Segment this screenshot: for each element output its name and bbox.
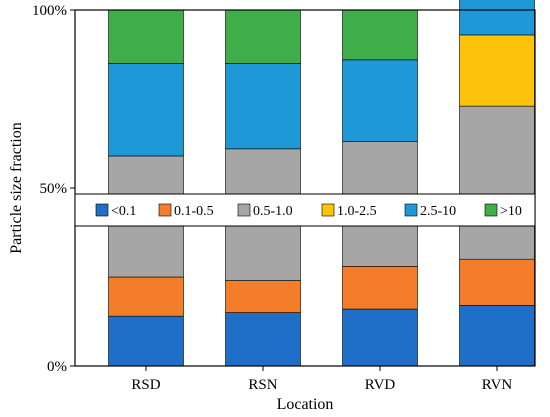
legend-swatch [404,203,418,217]
bar-rvd-series-0 [342,308,418,367]
bar-rsn-series-0 [225,312,301,367]
legend-box [74,193,536,227]
bar-rvn-series-4 [459,0,535,36]
bar-rsd-series-5 [108,9,184,64]
legend-swatch [321,203,335,217]
y-tick-label: 50% [40,181,68,197]
bar-rsn-series-5 [225,9,301,64]
legend-label: 0.5-1.0 [253,204,293,219]
bar-rvn-series-1 [459,258,535,306]
legend-swatch [237,203,251,217]
bar-rsn-series-1 [225,280,301,313]
x-tick-label-rvd: RVD [365,377,396,393]
legend-swatch [484,203,498,217]
legend-swatch [158,203,172,217]
bars-layer [108,0,535,367]
bar-rvd-series-5 [342,9,418,61]
x-tick-label-rsn: RSN [248,377,277,393]
x-tick-label-rsd: RSD [131,377,160,393]
bar-rsd-series-0 [108,315,184,367]
x-axis-title: Location [277,396,334,413]
bar-rvn-series-0 [459,305,535,367]
legend-label: <0.1 [111,204,136,219]
legend-label: 1.0-2.5 [337,204,377,219]
bar-rsd-series-4 [108,63,184,157]
y-tick-label: 100% [32,3,67,19]
bar-rvn-series-2 [459,105,535,260]
legend-label: >10 [500,204,522,219]
legend-label: 0.1-0.5 [174,204,214,219]
y-axis-title: Particle size fraction [8,122,25,254]
legend-swatch [95,203,109,217]
x-tick-label-rvn: RVN [482,377,513,393]
bar-rsn-series-4 [225,63,301,150]
bar-rvn-series-3 [459,34,535,107]
ticks-layer: 0% 50% 100% RSD RSN RVD RVN [32,3,512,393]
bar-rsd-series-1 [108,276,184,317]
y-tick-label: 0% [47,359,67,375]
bar-rvd-series-4 [342,59,418,143]
legend-label: 2.5-10 [420,204,456,219]
legend: <0.1 0.1-0.5 0.5-1.0 1.0-2.5 2.5-10 >10 [74,193,536,227]
bar-rvd-series-1 [342,266,418,310]
